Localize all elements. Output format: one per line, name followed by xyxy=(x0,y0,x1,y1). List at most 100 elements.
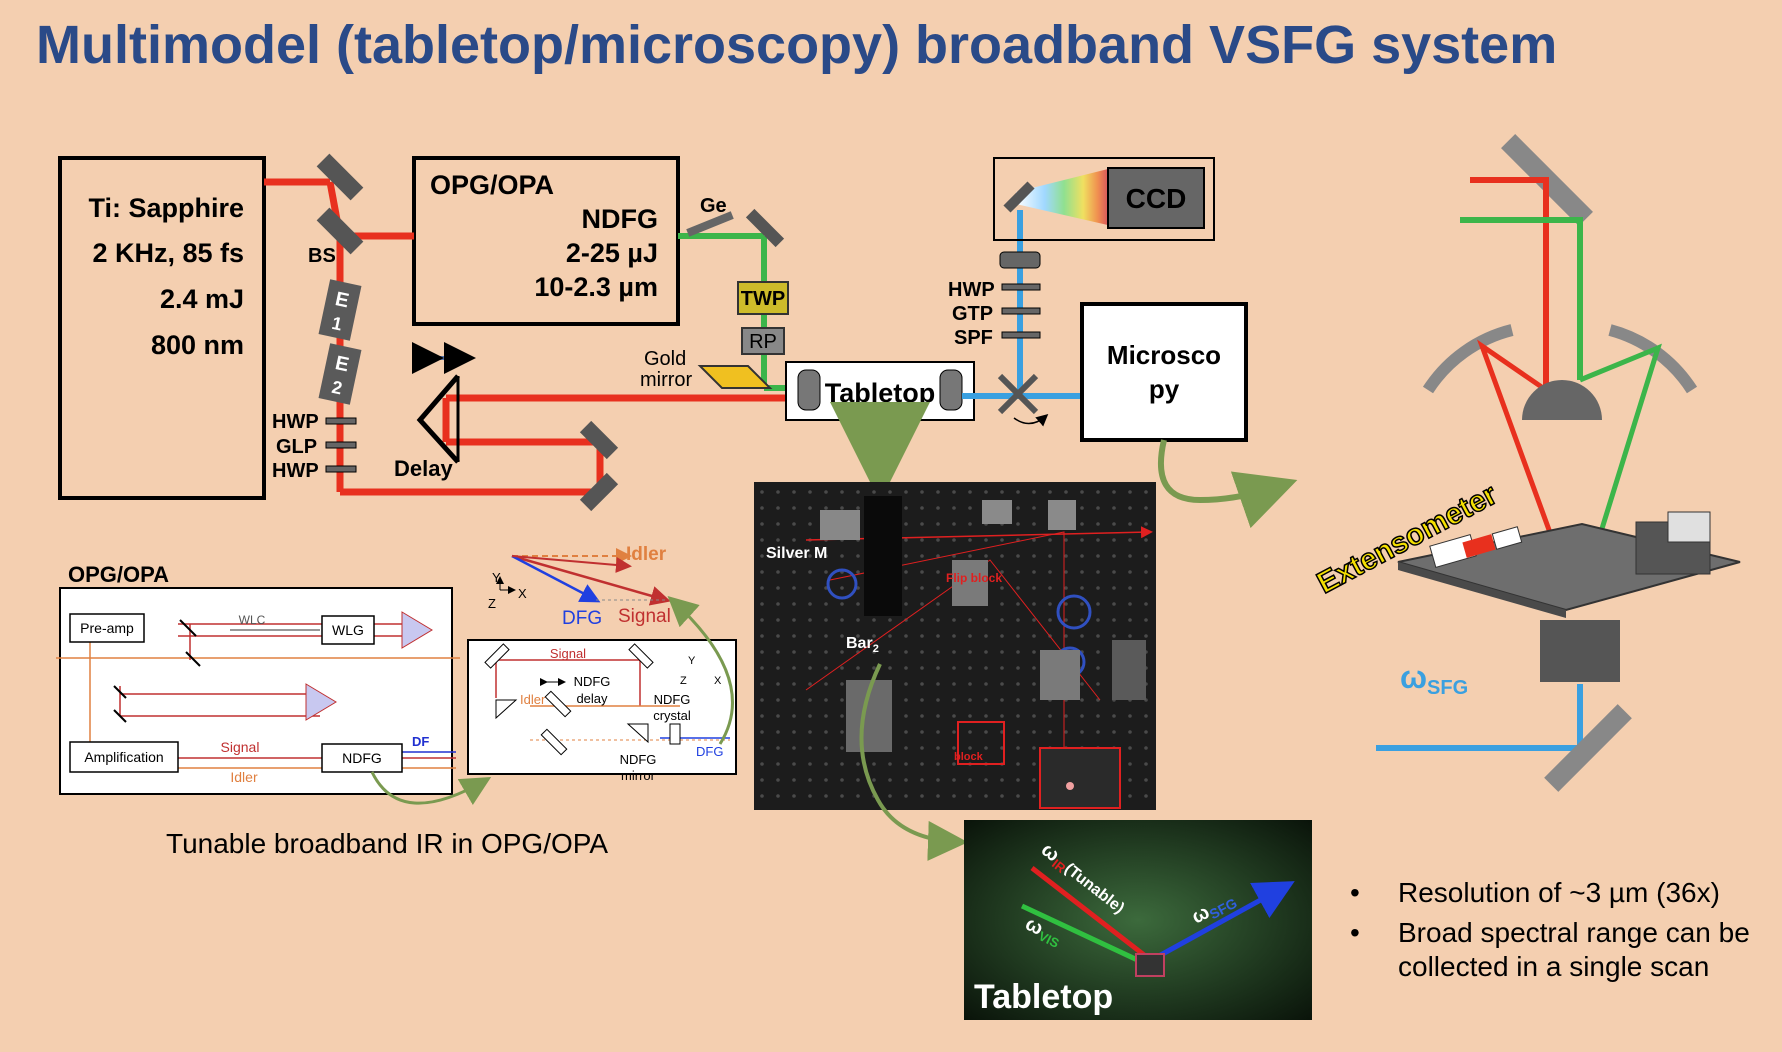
breadboard-hole xyxy=(1096,730,1100,734)
breadboard-hole xyxy=(840,746,844,750)
breadboard-hole xyxy=(760,554,764,558)
breadboard-hole xyxy=(1032,618,1036,622)
breadboard-hole xyxy=(904,602,908,606)
ccd-label: CCD xyxy=(1126,183,1187,214)
breadboard-hole xyxy=(968,666,972,670)
breadboard-hole xyxy=(1048,714,1052,718)
breadboard-hole xyxy=(1096,506,1100,510)
breadboard-hole xyxy=(792,602,796,606)
breadboard-hole xyxy=(1144,570,1148,574)
breadboard-hole xyxy=(1112,554,1116,558)
breadboard-hole xyxy=(936,554,940,558)
breadboard-hole xyxy=(1096,538,1100,542)
breadboard-hole xyxy=(920,794,924,798)
inset-caption: Tunable broadband IR in OPG/OPA xyxy=(166,828,609,859)
breadboard-hole xyxy=(760,730,764,734)
breadboard-hole xyxy=(824,570,828,574)
breadboard-hole xyxy=(952,650,956,654)
element-e2: E 2 xyxy=(318,343,362,405)
breadboard-hole xyxy=(1128,618,1132,622)
breadboard-hole xyxy=(856,778,860,782)
breadboard-hole xyxy=(1016,778,1020,782)
breadboard-hole xyxy=(1048,490,1052,494)
breadboard-hole xyxy=(840,714,844,718)
breadboard-hole xyxy=(920,618,924,622)
breadboard-hole xyxy=(1080,490,1084,494)
breadboard-hole xyxy=(840,650,844,654)
svg-text:delay: delay xyxy=(576,691,608,706)
breadboard-hole xyxy=(952,682,956,686)
breadboard-hole xyxy=(1112,490,1116,494)
breadboard-hole xyxy=(1016,586,1020,590)
delay-mirror-top xyxy=(579,420,619,460)
arrow-to-right-panel xyxy=(1157,439,1298,529)
breadboard-hole xyxy=(1096,522,1100,526)
breadboard-hole xyxy=(920,602,924,606)
breadboard-hole xyxy=(1144,586,1148,590)
breadboard-hole xyxy=(968,522,972,526)
hwp2-label: HWP xyxy=(272,460,319,482)
breadboard-hole xyxy=(920,554,924,558)
breadboard-hole xyxy=(1112,538,1116,542)
breadboard-hole xyxy=(840,618,844,622)
breadboard-hole xyxy=(1096,634,1100,638)
breadboard-hole xyxy=(1032,762,1036,766)
breadboard-hole xyxy=(824,762,828,766)
breadboard-hole xyxy=(1032,522,1036,526)
breadboard-hole xyxy=(856,506,860,510)
hwp3-element xyxy=(1001,283,1041,291)
breadboard-hole xyxy=(1016,602,1020,606)
breadboard-hole xyxy=(776,794,780,798)
ndfg-inset: Signal Idler NDFG delay NDFG crystal NDF… xyxy=(467,639,737,783)
breadboard-hole xyxy=(760,714,764,718)
breadboard-hole xyxy=(840,634,844,638)
breadboard-hole xyxy=(920,698,924,702)
breadboard-hole xyxy=(1144,522,1148,526)
mirror-1 xyxy=(316,153,364,201)
breadboard-hole xyxy=(776,538,780,542)
breadboard-hole xyxy=(1064,602,1068,606)
tabletop-photo: ωIR(Tunable) ωVIS ωSFG Tabletop xyxy=(964,820,1312,1020)
breadboard-hole xyxy=(936,698,940,702)
breadboard-hole xyxy=(840,682,844,686)
breadboard-hole xyxy=(1016,794,1020,798)
breadboard-hole xyxy=(968,778,972,782)
svg-text:Y: Y xyxy=(492,570,501,585)
breadboard-hole xyxy=(968,746,972,750)
inset-wlc: WLC xyxy=(239,613,266,627)
breadboard-hole xyxy=(952,522,956,526)
bullet-spectral-range: Broad spectral range can be collected in… xyxy=(1350,916,1782,984)
laser-name: Ti: Sapphire xyxy=(88,193,244,223)
breadboard-hole xyxy=(1048,730,1052,734)
breadboard-hole xyxy=(776,746,780,750)
breadboard-hole xyxy=(936,490,940,494)
breadboard-hole xyxy=(1128,634,1132,638)
breadboard-hole xyxy=(1144,618,1148,622)
opa-energy: 2-25 µJ xyxy=(566,238,658,268)
breadboard-hole xyxy=(1128,506,1132,510)
inset-preamp: Pre-amp xyxy=(80,620,134,636)
breadboard-hole xyxy=(1000,538,1004,542)
twp-label: TWP xyxy=(741,288,785,310)
breadboard-hole xyxy=(920,522,924,526)
arrow-inset-to-ndfg xyxy=(370,771,492,806)
breadboard-hole xyxy=(808,634,812,638)
breadboard-hole xyxy=(1112,714,1116,718)
breadboard-hole xyxy=(808,794,812,798)
breadboard-hole xyxy=(968,634,972,638)
breadboard-hole xyxy=(1144,554,1148,558)
breadboard-hole xyxy=(888,778,892,782)
breadboard-hole xyxy=(936,746,940,750)
svg-text:X: X xyxy=(518,586,527,601)
breadboard-hole xyxy=(872,618,876,622)
breadboard-hole xyxy=(776,522,780,526)
breadboard-hole xyxy=(968,794,972,798)
breadboard-hole xyxy=(904,778,908,782)
photo-block: block xyxy=(954,751,984,763)
breadboard-hole xyxy=(1032,506,1036,510)
breadboard-hole xyxy=(1096,602,1100,606)
breadboard-hole xyxy=(824,618,828,622)
vector-diagram: Idler DFG Signal Y X Z xyxy=(488,544,671,629)
breadboard-hole xyxy=(760,586,764,590)
breadboard-hole xyxy=(904,666,908,670)
